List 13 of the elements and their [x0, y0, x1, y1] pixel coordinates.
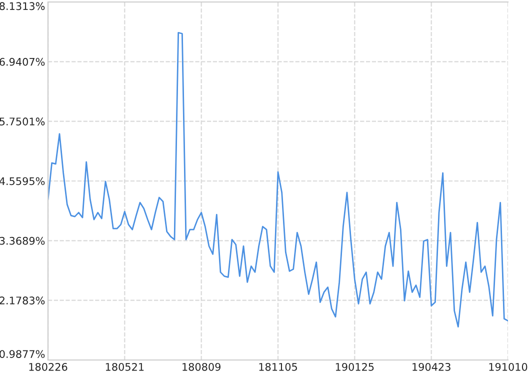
x-tick-label: 180809 [182, 362, 220, 371]
y-tick-label: 0.9877% [0, 350, 45, 358]
x-tick-label: 190423 [412, 362, 450, 371]
x-tick-label: 191010 [489, 362, 528, 371]
x-tick-label: 190125 [336, 362, 374, 371]
x-tick-label: 180226 [29, 362, 68, 371]
x-tick-label: 181105 [259, 362, 297, 371]
y-tick-label: 6.9407% [0, 58, 45, 66]
y-tick-label: 3.3689% [0, 236, 45, 245]
y-tick-label: 5.7501% [0, 118, 45, 126]
x-tick-label: 180521 [106, 362, 144, 371]
y-tick-label: 8.1313% [0, 2, 45, 10]
y-tick-label: 2.1783% [0, 296, 45, 304]
